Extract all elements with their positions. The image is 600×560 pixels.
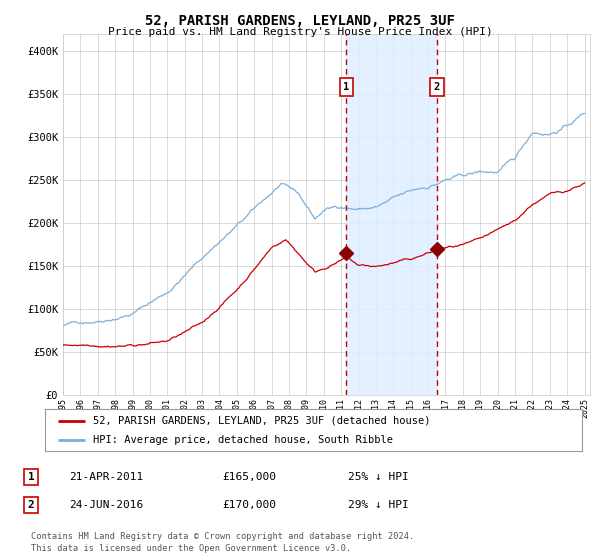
- Text: 29% ↓ HPI: 29% ↓ HPI: [348, 500, 409, 510]
- Text: 1: 1: [343, 82, 350, 92]
- Text: HPI: Average price, detached house, South Ribble: HPI: Average price, detached house, Sout…: [94, 435, 394, 445]
- Text: 25% ↓ HPI: 25% ↓ HPI: [348, 472, 409, 482]
- Text: Contains HM Land Registry data © Crown copyright and database right 2024.
This d: Contains HM Land Registry data © Crown c…: [31, 532, 415, 553]
- Bar: [346, 34, 437, 395]
- Text: £170,000: £170,000: [222, 500, 276, 510]
- Text: £165,000: £165,000: [222, 472, 276, 482]
- Text: 24-JUN-2016: 24-JUN-2016: [69, 500, 143, 510]
- Text: 52, PARISH GARDENS, LEYLAND, PR25 3UF (detached house): 52, PARISH GARDENS, LEYLAND, PR25 3UF (d…: [94, 416, 431, 426]
- Text: 1: 1: [28, 472, 35, 482]
- Text: 52, PARISH GARDENS, LEYLAND, PR25 3UF: 52, PARISH GARDENS, LEYLAND, PR25 3UF: [145, 14, 455, 28]
- Text: 2: 2: [28, 500, 35, 510]
- Text: Price paid vs. HM Land Registry's House Price Index (HPI): Price paid vs. HM Land Registry's House …: [107, 27, 493, 37]
- Text: 21-APR-2011: 21-APR-2011: [69, 472, 143, 482]
- Text: 2: 2: [434, 82, 440, 92]
